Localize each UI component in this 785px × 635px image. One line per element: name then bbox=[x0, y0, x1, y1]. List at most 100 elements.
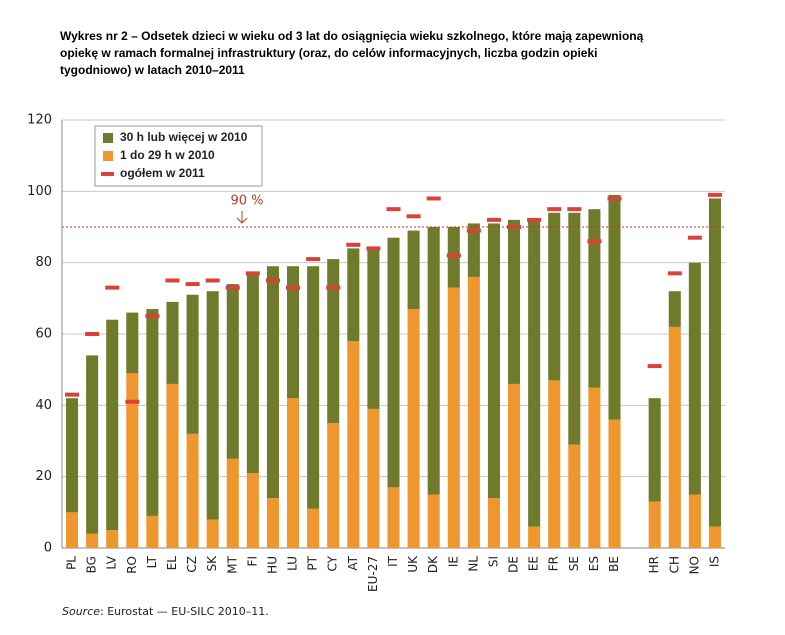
bar-segment bbox=[246, 473, 259, 548]
chart-title: opiekę w ramach formalnej infrastruktury… bbox=[60, 46, 597, 60]
bar-segment bbox=[226, 284, 239, 459]
x-tick-label: SE bbox=[567, 556, 581, 571]
x-tick-label: IE bbox=[446, 556, 460, 567]
x-tick-label: LV bbox=[105, 555, 119, 569]
bar-segment bbox=[648, 501, 661, 548]
legend-label: 1 do 29 h w 2010 bbox=[120, 148, 215, 162]
bar-segment bbox=[86, 355, 99, 534]
bar-segment bbox=[106, 530, 119, 548]
x-tick-label: FI bbox=[245, 556, 259, 566]
bar-segment bbox=[407, 309, 420, 548]
bar-segment bbox=[287, 266, 300, 399]
legend-swatch bbox=[103, 133, 113, 143]
x-tick-label: BG bbox=[85, 556, 99, 573]
bar-segment bbox=[266, 266, 279, 499]
bar-segment bbox=[427, 494, 440, 548]
bar-segment bbox=[588, 209, 601, 388]
x-tick-label: IS bbox=[707, 556, 721, 567]
bar-segment bbox=[126, 373, 139, 548]
chart-title: tygodniowo) w latach 2010–2011 bbox=[60, 63, 245, 77]
bar-segment bbox=[568, 444, 581, 548]
y-tick-label: 120 bbox=[27, 113, 52, 128]
bar-segment bbox=[708, 198, 721, 527]
bar-segment bbox=[387, 487, 400, 548]
legend-items: 30 h lub więcej w 2010 1 do 29 h w 2010 og… bbox=[101, 130, 248, 180]
bar-segment bbox=[287, 398, 300, 548]
bar-segment bbox=[668, 326, 681, 548]
bar-segment bbox=[186, 294, 199, 434]
x-tick-label: CY bbox=[326, 555, 340, 571]
bar-segment bbox=[166, 383, 179, 548]
y-tick-label: 100 bbox=[27, 184, 52, 199]
legend-label: 30 h lub więcej w 2010 bbox=[120, 130, 248, 144]
legend: 30 h lub więcej w 2010 1 do 29 h w 2010 og… bbox=[94, 125, 263, 187]
bar-segment bbox=[487, 223, 500, 499]
x-tick-label: CH bbox=[667, 556, 681, 573]
bar-segment bbox=[367, 408, 380, 548]
x-tick-label: UK bbox=[406, 555, 420, 573]
x-tick-label: HU bbox=[265, 556, 279, 574]
bar-segment bbox=[166, 301, 179, 384]
bar-segment bbox=[608, 194, 621, 420]
bar-segment bbox=[66, 512, 79, 548]
bar-segment bbox=[568, 212, 581, 445]
bar-segment bbox=[206, 291, 219, 520]
bar-segment bbox=[487, 498, 500, 548]
y-tick-label: 20 bbox=[35, 469, 52, 484]
bar-segment bbox=[387, 237, 400, 488]
legend-label: ogółem w 2011 bbox=[120, 166, 205, 180]
x-tick-label: MT bbox=[225, 555, 239, 573]
bar-segment bbox=[206, 519, 219, 548]
y-tick-label: 60 bbox=[35, 327, 52, 342]
bar-segment bbox=[508, 383, 521, 548]
bar-segment bbox=[347, 248, 360, 342]
x-tick-label: DK bbox=[426, 555, 440, 573]
bar-segment bbox=[186, 433, 199, 548]
bar-segment bbox=[226, 458, 239, 548]
bar-segment bbox=[467, 223, 480, 277]
bar-segment bbox=[347, 341, 360, 548]
bar-segment bbox=[146, 309, 159, 516]
bar-segment bbox=[246, 273, 259, 474]
source: Source: Eurostat — EU-SILC 2010–11. bbox=[62, 605, 269, 618]
reference-arrow bbox=[236, 211, 248, 224]
x-tick-label: EE bbox=[527, 556, 541, 571]
bar-segment bbox=[508, 219, 521, 384]
bar-segment bbox=[106, 319, 119, 531]
bar-segment bbox=[548, 380, 561, 548]
bar-segment bbox=[266, 498, 279, 548]
bar-segment bbox=[146, 515, 159, 548]
x-tick-label: DE bbox=[507, 556, 521, 573]
x-tick-label: CZ bbox=[185, 556, 199, 573]
bar-segment bbox=[327, 259, 340, 424]
source-text: : Eurostat — EU-SILC 2010–11. bbox=[100, 605, 269, 618]
x-tick-label: BE bbox=[607, 556, 621, 572]
legend-swatch bbox=[103, 151, 113, 161]
x-tick-label: RO bbox=[125, 556, 139, 574]
x-tick-label: FR bbox=[547, 556, 561, 571]
bar-segment bbox=[668, 291, 681, 327]
bar-segment bbox=[688, 262, 701, 495]
bar-segment bbox=[528, 219, 541, 527]
x-tick-label: HR bbox=[647, 556, 661, 573]
bar-segment bbox=[66, 398, 79, 513]
bar-segment bbox=[86, 533, 99, 548]
bar-segment bbox=[648, 398, 661, 502]
bar-segment bbox=[688, 494, 701, 548]
x-tick-label: LT bbox=[145, 555, 159, 568]
bar-segment bbox=[708, 526, 721, 548]
y-tick-label: 40 bbox=[35, 398, 52, 413]
bar-segment bbox=[327, 423, 340, 548]
bar-segment bbox=[588, 387, 601, 548]
x-tick-label: SI bbox=[486, 556, 500, 567]
bar-segment bbox=[467, 276, 480, 548]
bar-segment bbox=[548, 212, 561, 381]
bar-segment bbox=[126, 312, 139, 374]
bar-segment bbox=[307, 266, 320, 509]
bar-segment bbox=[528, 526, 541, 548]
x-tick-label: IT bbox=[386, 555, 400, 567]
x-tick-label: NO bbox=[687, 556, 701, 574]
y-tick-label: 0 bbox=[44, 541, 52, 556]
y-tick-label: 80 bbox=[35, 255, 52, 270]
